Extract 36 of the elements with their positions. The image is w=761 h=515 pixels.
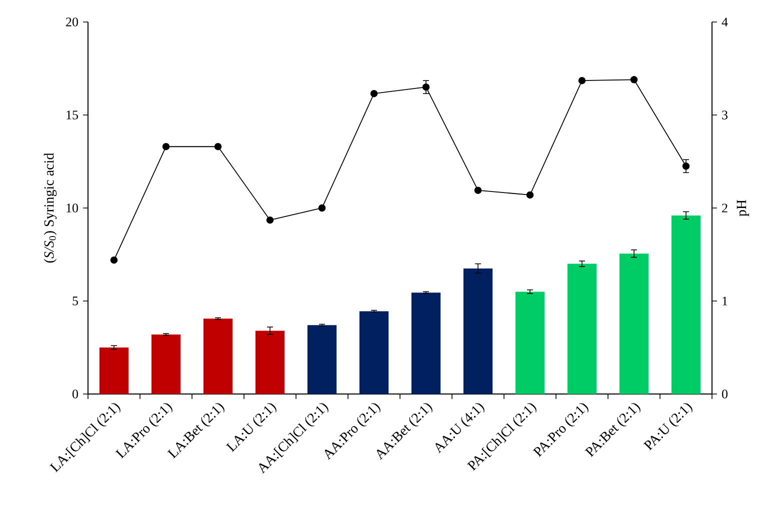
y2-tick-label: 4 (722, 18, 728, 26)
point (474, 186, 482, 194)
y2-tick-label: 0 (722, 390, 728, 398)
y-tick-label: 15 (66, 110, 78, 120)
point (526, 191, 534, 199)
bar (255, 330, 285, 394)
point (214, 142, 222, 150)
bar (671, 215, 701, 394)
bar (307, 325, 337, 394)
point (110, 256, 118, 264)
bar (99, 348, 129, 394)
bar (359, 311, 389, 394)
bar (203, 318, 233, 394)
y-tick-label: 0 (72, 390, 78, 398)
point (162, 142, 170, 150)
point (370, 90, 378, 98)
point (318, 204, 326, 212)
y-axis-title: (S/S$_{0}$) Syringic acid (44, 152, 57, 263)
point (578, 76, 586, 84)
point (630, 76, 638, 84)
point (266, 216, 274, 224)
bar (151, 334, 181, 394)
y-tick-label: 10 (66, 204, 78, 212)
y2-tick-label: 2 (722, 204, 728, 212)
bar (411, 292, 441, 394)
bar (515, 292, 545, 394)
y-tick-label: 5 (72, 296, 78, 306)
point (422, 83, 430, 91)
y2-tick-label: 1 (722, 296, 728, 306)
bar (463, 268, 493, 394)
y2-axis-title: pH (736, 200, 750, 216)
y-tick-label: 20 (66, 18, 78, 26)
bar (619, 254, 649, 394)
point (682, 162, 690, 170)
y2-tick-label: 3 (722, 110, 728, 120)
bar (567, 264, 597, 394)
